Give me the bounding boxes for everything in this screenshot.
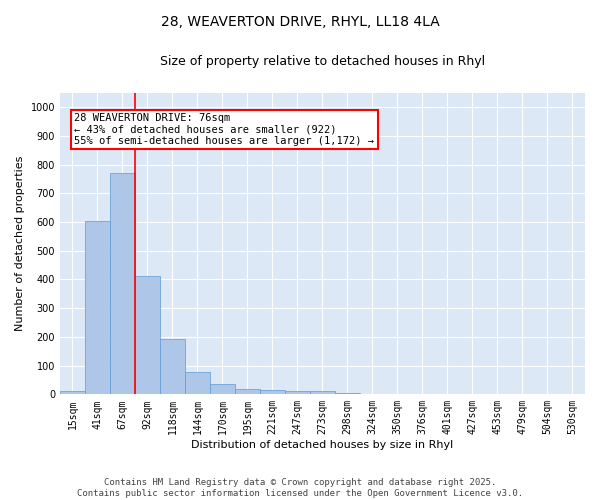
- Bar: [285, 390, 310, 394]
- Text: 28, WEAVERTON DRIVE, RHYL, LL18 4LA: 28, WEAVERTON DRIVE, RHYL, LL18 4LA: [161, 15, 439, 29]
- Bar: [135, 276, 160, 394]
- Text: 28 WEAVERTON DRIVE: 76sqm
← 43% of detached houses are smaller (922)
55% of semi: 28 WEAVERTON DRIVE: 76sqm ← 43% of detac…: [74, 113, 374, 146]
- Bar: [235, 389, 260, 394]
- X-axis label: Distribution of detached houses by size in Rhyl: Distribution of detached houses by size …: [191, 440, 454, 450]
- Y-axis label: Number of detached properties: Number of detached properties: [15, 156, 25, 331]
- Bar: [310, 391, 335, 394]
- Title: Size of property relative to detached houses in Rhyl: Size of property relative to detached ho…: [160, 55, 485, 68]
- Bar: [85, 220, 110, 394]
- Bar: [210, 384, 235, 394]
- Bar: [185, 372, 210, 394]
- Bar: [335, 393, 360, 394]
- Bar: [60, 390, 85, 394]
- Bar: [260, 390, 285, 394]
- Bar: [110, 173, 135, 394]
- Bar: [160, 339, 185, 394]
- Text: Contains HM Land Registry data © Crown copyright and database right 2025.
Contai: Contains HM Land Registry data © Crown c…: [77, 478, 523, 498]
